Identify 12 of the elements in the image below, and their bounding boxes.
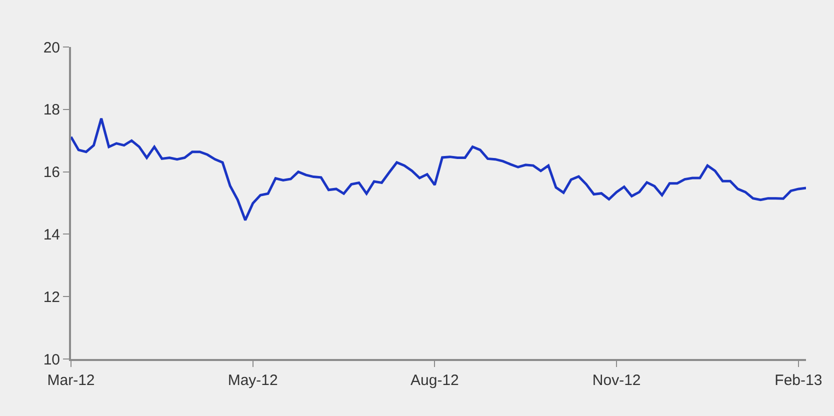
y-tick-label: 20 (43, 39, 60, 56)
x-tick-label: Aug-12 (410, 372, 459, 389)
y-tick-label: 14 (43, 226, 60, 244)
x-tick-label: Mar-12 (47, 372, 95, 389)
y-tick-label: 10 (43, 351, 60, 368)
x-tick-label: Nov-12 (592, 372, 641, 389)
line-series (71, 117, 806, 222)
y-tick-label: 16 (43, 164, 60, 182)
y-tick-label: 18 (43, 102, 60, 119)
x-tick-label: May-12 (228, 372, 278, 389)
y-tick-label: 12 (43, 288, 60, 306)
x-tick-label: Feb-13 (774, 372, 822, 389)
